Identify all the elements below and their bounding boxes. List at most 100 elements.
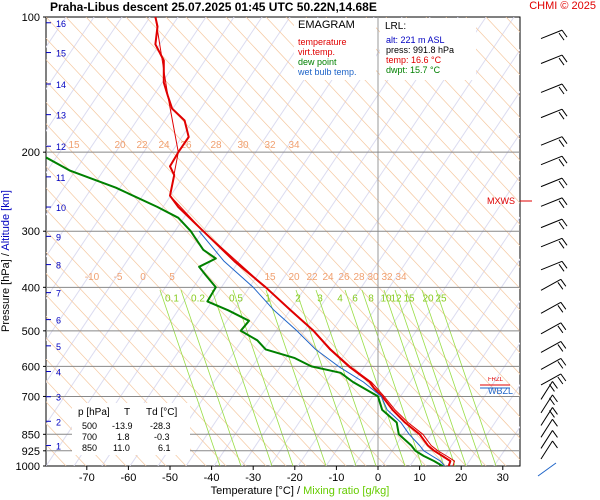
dry-adiabat-line (46, 123, 367, 466)
isotherm-background-line (46, 17, 123, 132)
wind-barb-staff (540, 218, 563, 229)
legend-item-wet-bulb: wet bulb temp. (298, 67, 357, 77)
isotherm-background-line (241, 49, 520, 466)
wind-barb-flag (558, 200, 565, 209)
isotherm-background-line (381, 258, 520, 466)
mixing-ratio-line (159, 289, 221, 466)
isotherm-background-line (297, 132, 520, 466)
table-cell: -13.9 (112, 421, 133, 431)
isotherm-label: -5 (114, 272, 123, 283)
dry-adiabat-line (46, 80, 407, 466)
wind-barb-flag (560, 279, 567, 287)
temperature-tick-label: -70 (79, 472, 95, 484)
wind-barb-flag (560, 358, 567, 366)
wind-barb (540, 260, 568, 272)
mixing-ratio-line (265, 289, 327, 466)
wind-barb-staff (540, 440, 553, 460)
y-axis-label: Pressure [hPa] / Altitude [km] (0, 176, 12, 346)
mixing-ratio-line (421, 289, 483, 466)
wind-barb-staff (540, 177, 563, 188)
wind-barb-flag (560, 373, 567, 382)
pressure-tick-label: 850 (22, 429, 40, 441)
wind-barb-flag (558, 86, 565, 95)
mixing-ratio-label: 0.5 (229, 293, 243, 304)
wind-barb-flag (557, 325, 564, 334)
table-header-td: Td [°C] (146, 407, 178, 418)
lrl-altitude: alt: 221 m ASL (386, 35, 445, 45)
wind-barb-flag (552, 381, 558, 389)
legend-item-virt-temp: virt.temp. (298, 47, 336, 57)
wind-barb-flag (561, 29, 568, 38)
dry-adiabat-line (125, 17, 520, 439)
pressure-tick-label: 400 (22, 282, 40, 294)
mixing-ratio-line (295, 289, 357, 466)
wind-barb (540, 322, 567, 335)
mixing-ratio-line (394, 289, 456, 466)
table-header-t: T (124, 407, 131, 418)
dry-adiabat-line (185, 17, 520, 375)
dry-adiabat-line (46, 166, 327, 466)
temperature-tick-label: -60 (120, 472, 136, 484)
mixing-ratio-label: 15 (403, 293, 415, 304)
y-axis-label-altitude: Altitude [km] (0, 190, 12, 251)
mixing-ratio-line (383, 289, 445, 466)
dry-adiabat-line (145, 17, 520, 418)
isotherm-background-line (213, 17, 515, 466)
wind-barb-flag (558, 241, 565, 249)
wind-barb-flag (552, 418, 558, 427)
mixing-ratio-line (180, 289, 242, 466)
dry-adiabat-line (305, 17, 520, 247)
header-title: Praha-Libus descent 25.07.2025 01:45 UTC… (50, 0, 377, 14)
mixing-ratio-label: 8 (368, 293, 374, 304)
wind-barb-flag (561, 218, 568, 227)
x-axis-separator: / (297, 485, 301, 497)
wind-barb-flag (558, 139, 565, 147)
wind-barb-staff (540, 322, 562, 335)
wind-barb (540, 301, 567, 314)
wind-barb-staff (540, 136, 563, 146)
altitude-tick-label: 1 (56, 441, 61, 451)
wind-barb-staff (540, 340, 562, 353)
altitude-tick-label: 8 (56, 261, 61, 271)
wind-barb-staff (540, 83, 563, 93)
altitude-tick-label: 9 (56, 232, 61, 242)
wind-barb-staff (540, 407, 553, 426)
mixing-ratio-line (435, 289, 497, 466)
dry-adiabat-line (46, 273, 227, 466)
wind-barb (540, 407, 558, 426)
pressure-tick-label: 700 (22, 391, 40, 403)
mixing-ratio-line (211, 289, 273, 466)
wind-barb-staff (540, 373, 562, 386)
wind-barb-staff (540, 197, 563, 207)
isotherm-label: 22 (306, 272, 318, 283)
wind-barb-flag (557, 282, 564, 290)
isotherm-background-line (46, 17, 151, 174)
wind-barb-flag (549, 410, 555, 418)
wind-barb-flag (558, 221, 565, 230)
isotherm-background-line (157, 17, 459, 466)
altitude-tick-label: 7 (56, 289, 61, 299)
wind-barb-staff (540, 381, 553, 400)
isotherm-background-line (437, 342, 520, 466)
dry-adiabat-line (46, 102, 387, 466)
pressure-tick-label: 300 (22, 226, 40, 238)
level-table: p [hPa] T Td [°C] 500 -13.9 -28.3 700 1.… (72, 403, 190, 455)
table-row: 850 11.0 6.1 (72, 443, 190, 454)
wind-barb-surface (537, 462, 557, 477)
altitude-tick-label: 4 (56, 368, 61, 378)
isotherm-label: 22 (136, 140, 148, 151)
wind-barb-flag (557, 344, 564, 352)
x-axis-label-temperature: Temperature [°C] (210, 485, 294, 497)
isotherm-label: 0 (140, 272, 146, 283)
wind-barb-staff (540, 430, 553, 449)
temperature-tick-label: -30 (245, 472, 261, 484)
wind-barb (540, 394, 558, 414)
dry-adiabat-line (46, 144, 347, 466)
wind-barb (540, 373, 567, 386)
dry-adiabat-line (445, 17, 520, 97)
dry-adiabat-line (325, 17, 520, 225)
wind-barb-flag (561, 108, 568, 117)
mxws-label: MXWS (487, 196, 515, 206)
table-cell: 850 (82, 443, 98, 453)
